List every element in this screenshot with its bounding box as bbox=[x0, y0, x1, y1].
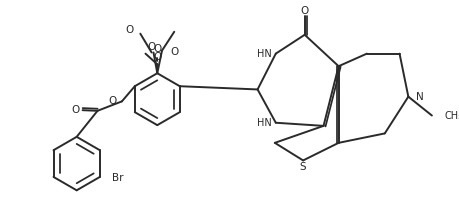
Text: O: O bbox=[108, 96, 116, 106]
Text: CH₃: CH₃ bbox=[444, 111, 459, 120]
Text: N: N bbox=[416, 92, 424, 102]
Text: O: O bbox=[301, 6, 309, 16]
Text: S: S bbox=[300, 162, 307, 172]
Text: O: O bbox=[125, 25, 133, 35]
Text: O: O bbox=[170, 48, 179, 58]
Text: Br: Br bbox=[112, 173, 123, 183]
Text: HN: HN bbox=[257, 118, 272, 128]
Text: O: O bbox=[153, 44, 162, 54]
Text: O: O bbox=[147, 42, 156, 52]
Text: O: O bbox=[71, 105, 79, 115]
Text: HN: HN bbox=[257, 49, 272, 59]
Text: O: O bbox=[153, 52, 162, 62]
